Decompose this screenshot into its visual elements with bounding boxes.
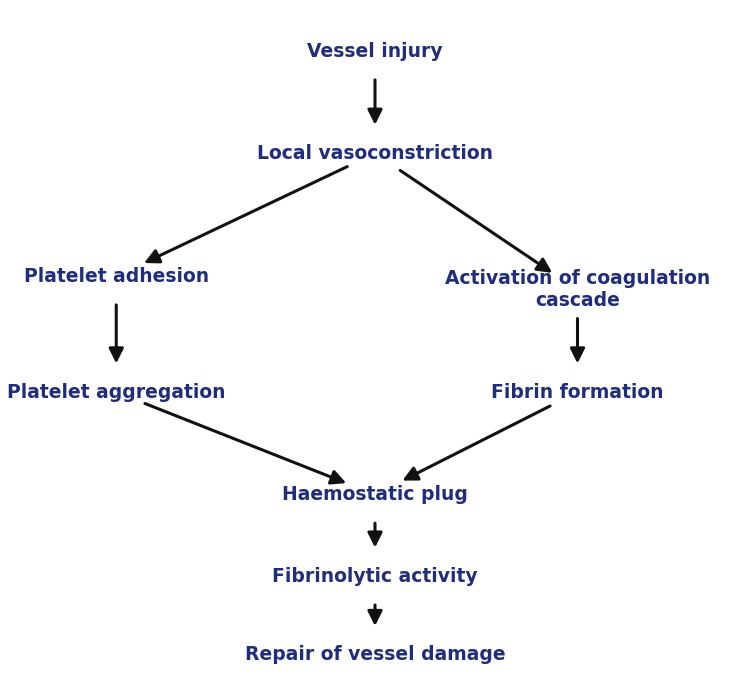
Text: Haemostatic plug: Haemostatic plug: [282, 485, 468, 504]
Text: Repair of vessel damage: Repair of vessel damage: [244, 645, 506, 664]
Text: Local vasoconstriction: Local vasoconstriction: [257, 144, 493, 163]
Text: Vessel injury: Vessel injury: [308, 42, 442, 61]
Text: Activation of coagulation
cascade: Activation of coagulation cascade: [445, 269, 710, 310]
Text: Platelet adhesion: Platelet adhesion: [24, 267, 209, 286]
Text: Fibrinolytic activity: Fibrinolytic activity: [272, 567, 478, 586]
Text: Fibrin formation: Fibrin formation: [491, 383, 664, 402]
Text: Platelet aggregation: Platelet aggregation: [7, 383, 226, 402]
